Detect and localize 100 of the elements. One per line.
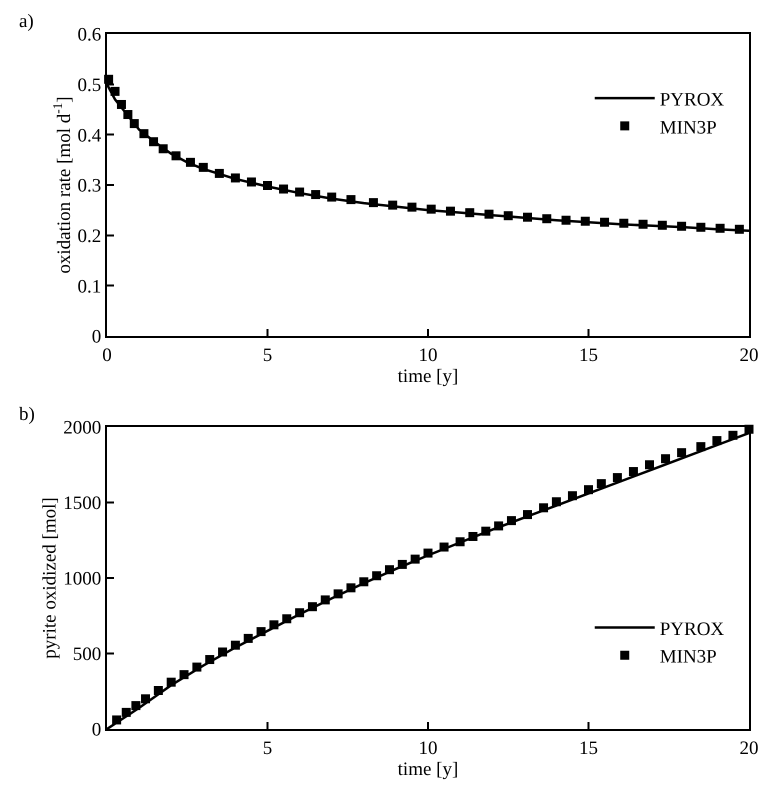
y-tick-label: 0.3 <box>77 176 102 197</box>
y-tick-label: 0 <box>92 720 102 741</box>
point <box>484 210 494 219</box>
y-tick-label: 0.6 <box>77 24 102 46</box>
point <box>712 436 722 446</box>
point <box>359 577 368 586</box>
point <box>398 560 407 569</box>
point <box>295 188 304 197</box>
x-axis-title: time [y] <box>398 758 458 780</box>
legend-label: PYROX <box>660 90 724 111</box>
point <box>504 211 513 220</box>
x-tick-label: 20 <box>740 738 758 759</box>
point <box>327 192 336 202</box>
y-tick-label: 1500 <box>63 493 102 514</box>
point <box>696 222 706 232</box>
point <box>198 162 208 172</box>
point <box>696 442 706 452</box>
point <box>122 708 131 717</box>
point <box>186 158 195 167</box>
point <box>110 86 120 96</box>
x-axis-title: time [y] <box>398 366 458 387</box>
point <box>539 503 548 512</box>
point <box>154 686 163 695</box>
y-tick-label: 0.2 <box>77 226 102 247</box>
y-axis-title: pyrite oxidized [mol] <box>40 497 61 659</box>
point <box>130 119 139 128</box>
point <box>410 554 420 564</box>
point <box>734 224 744 234</box>
point <box>246 177 256 186</box>
point <box>346 583 356 592</box>
point <box>372 571 382 580</box>
point <box>580 216 590 226</box>
x-tick-label: 15 <box>579 344 598 366</box>
point <box>384 565 394 574</box>
text: b) <box>19 404 35 425</box>
point <box>728 430 738 440</box>
x-tick-label: 5 <box>262 344 272 366</box>
point <box>269 620 278 630</box>
point <box>440 542 449 552</box>
point <box>677 448 686 458</box>
x-tick-label: 10 <box>418 344 438 366</box>
point <box>308 602 317 612</box>
point <box>407 202 416 212</box>
x-tick-label: 15 <box>579 738 598 759</box>
point <box>166 678 176 687</box>
y-tick-label: 2000 <box>63 418 102 439</box>
point <box>677 222 686 231</box>
point <box>123 110 132 120</box>
point <box>481 526 490 536</box>
point <box>661 454 670 464</box>
point <box>552 497 561 506</box>
point <box>116 100 126 109</box>
point <box>368 198 378 208</box>
point <box>192 662 202 672</box>
point <box>426 204 436 214</box>
point <box>716 224 725 233</box>
point <box>263 181 272 190</box>
point <box>619 218 628 228</box>
point <box>612 473 622 482</box>
point <box>424 548 432 558</box>
point <box>628 467 638 476</box>
point <box>568 491 577 500</box>
point <box>644 460 654 470</box>
y-tick-label: 0 <box>92 326 102 348</box>
point <box>205 655 214 664</box>
y-tick-label: 0.4 <box>77 125 102 146</box>
point <box>282 614 292 624</box>
point <box>334 589 343 598</box>
y-tick-label: 1000 <box>63 568 102 590</box>
point <box>638 220 648 229</box>
point <box>112 715 122 724</box>
y-tick-label: 500 <box>72 644 102 666</box>
y-tick-label: 0.1 <box>77 276 102 298</box>
legend-label: MIN3P <box>660 646 717 668</box>
point <box>149 137 158 146</box>
point <box>446 206 455 216</box>
point <box>311 190 320 200</box>
point <box>465 208 474 218</box>
x-tick-label: 20 <box>740 344 758 366</box>
point <box>139 129 148 138</box>
point <box>141 694 150 704</box>
point <box>494 521 504 530</box>
point <box>295 608 304 618</box>
point <box>542 214 552 224</box>
point <box>172 151 181 160</box>
legend-label: MIN3P <box>660 117 717 138</box>
text: a) <box>19 11 34 32</box>
point <box>214 168 224 178</box>
point <box>596 479 606 488</box>
point <box>244 634 253 643</box>
point <box>468 532 478 541</box>
y-tick-label: 0.5 <box>77 74 102 96</box>
point <box>346 195 356 204</box>
point <box>562 216 571 225</box>
x-tick-label: 10 <box>418 738 438 759</box>
point <box>600 218 610 227</box>
point <box>658 220 667 230</box>
point <box>523 212 532 222</box>
point <box>388 200 398 210</box>
point <box>158 144 168 154</box>
